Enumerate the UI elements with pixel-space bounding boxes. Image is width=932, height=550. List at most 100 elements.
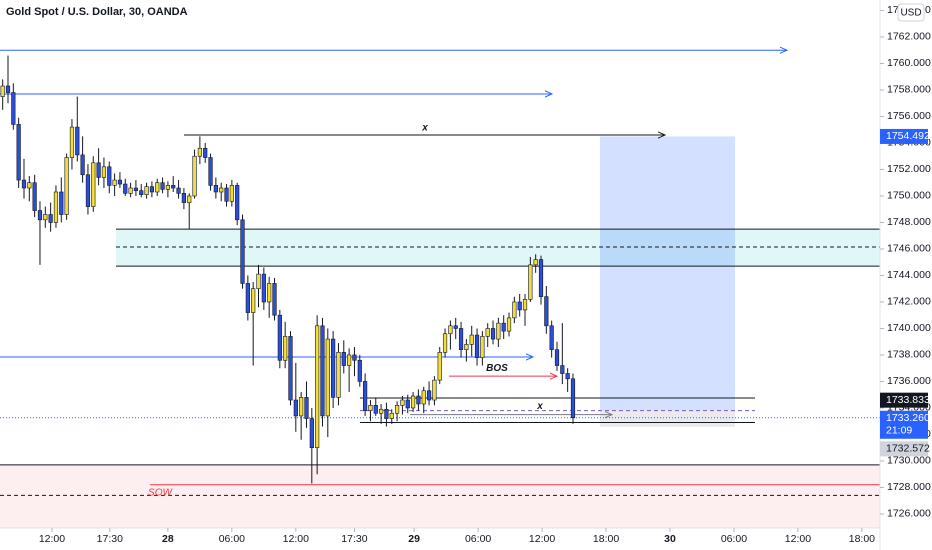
x-tick-label: 17:30 [97, 533, 123, 545]
y-tick-label: 1726.000 [887, 508, 931, 520]
x-tick-label: 12:00 [529, 533, 555, 545]
candle-body [64, 157, 69, 215]
countdown: 21:09 [886, 425, 912, 437]
candle-body [96, 162, 101, 178]
candle-body [155, 182, 160, 193]
candle-body [458, 328, 464, 350]
price-label: 1733.833 [886, 394, 930, 406]
candle-body [363, 381, 368, 411]
candle-body [320, 325, 325, 417]
candle-body [394, 405, 400, 414]
candle-body [197, 147, 202, 157]
candle-body [331, 338, 336, 398]
candle-body [0, 85, 5, 97]
candle-body [53, 191, 59, 223]
candle-body [293, 399, 298, 417]
candle-body [560, 365, 565, 374]
candle-body [453, 325, 458, 329]
currency-badge[interactable] [897, 3, 925, 22]
candle-body [219, 187, 224, 193]
candle-body [325, 338, 330, 417]
price-label: 1733.260 [886, 412, 930, 424]
demand-zone [116, 229, 880, 267]
drawings: x BOS x SOW [0, 50, 880, 498]
candle-body [11, 92, 16, 125]
stop-area [600, 410, 735, 427]
candle-body [224, 187, 229, 202]
y-tick-label: 1746.000 [887, 243, 931, 255]
candle-body [43, 214, 48, 221]
target-area [600, 136, 735, 411]
candle-body [235, 185, 240, 221]
candle-body [187, 195, 192, 203]
candle-body [123, 183, 128, 194]
price-label: 1732.572 [886, 443, 930, 455]
candle-body [245, 283, 250, 313]
candle-body [432, 379, 437, 401]
candle-body [176, 187, 181, 194]
candle-body [27, 182, 32, 189]
candle-body [117, 179, 123, 185]
y-tick-label: 1742.000 [887, 296, 931, 308]
x-tick-label: 18:00 [849, 533, 875, 545]
annotation: SOW [148, 487, 173, 498]
candle-body [368, 405, 373, 411]
candle-body [405, 399, 410, 409]
y-tick-label: 1744.000 [887, 269, 931, 281]
annotation: x [421, 123, 428, 134]
candle-body [299, 397, 304, 417]
zones [0, 136, 880, 528]
y-tick-label: 1730.000 [887, 455, 931, 467]
candle-body [373, 405, 378, 414]
candle-body [565, 373, 570, 380]
currency: USD [900, 8, 921, 19]
candle-body [352, 354, 357, 361]
x-tick-label: 29 [408, 533, 420, 545]
x-tick-label: 12:00 [39, 533, 65, 545]
price-label-box [880, 410, 928, 439]
candle-body [272, 283, 277, 316]
candle-body [490, 328, 496, 340]
candles [0, 55, 576, 484]
candle-body [21, 179, 27, 189]
candle-body [240, 219, 245, 284]
y-tick-label: 1738.000 [887, 349, 931, 361]
price-label-box [880, 441, 928, 457]
candle-body [533, 259, 538, 266]
candle-body [112, 179, 117, 186]
candle-body [149, 186, 155, 193]
candle-body [570, 378, 576, 419]
candle-body [384, 408, 389, 419]
candle-body [165, 185, 170, 190]
y-tick-label: 1752.000 [887, 163, 931, 175]
candle-body [528, 264, 533, 300]
price-label: 1754.492 [886, 130, 930, 142]
candle-body [506, 317, 512, 332]
candle-body [416, 395, 421, 405]
candle-body [496, 322, 501, 340]
candle-body [37, 210, 43, 221]
candle-body [16, 124, 21, 181]
candle-body [85, 174, 91, 207]
candle-body [80, 154, 85, 176]
candle-body [517, 301, 522, 311]
candle-body [501, 322, 506, 332]
candle-body [421, 390, 426, 405]
candle-body [549, 325, 554, 350]
candle-body [315, 325, 320, 449]
candle-body [171, 185, 176, 189]
candle-body [192, 155, 197, 197]
candle-body [357, 359, 362, 382]
x-tick-label: 12:00 [283, 533, 309, 545]
candle-body [336, 352, 341, 398]
x-tick-label: 30 [664, 533, 676, 545]
annotation: x [536, 401, 543, 412]
candle-body [410, 395, 416, 409]
candle-body [379, 408, 384, 414]
x-tick-label: 06:00 [465, 533, 491, 545]
candle-body [277, 314, 282, 361]
candle-body [464, 344, 469, 350]
